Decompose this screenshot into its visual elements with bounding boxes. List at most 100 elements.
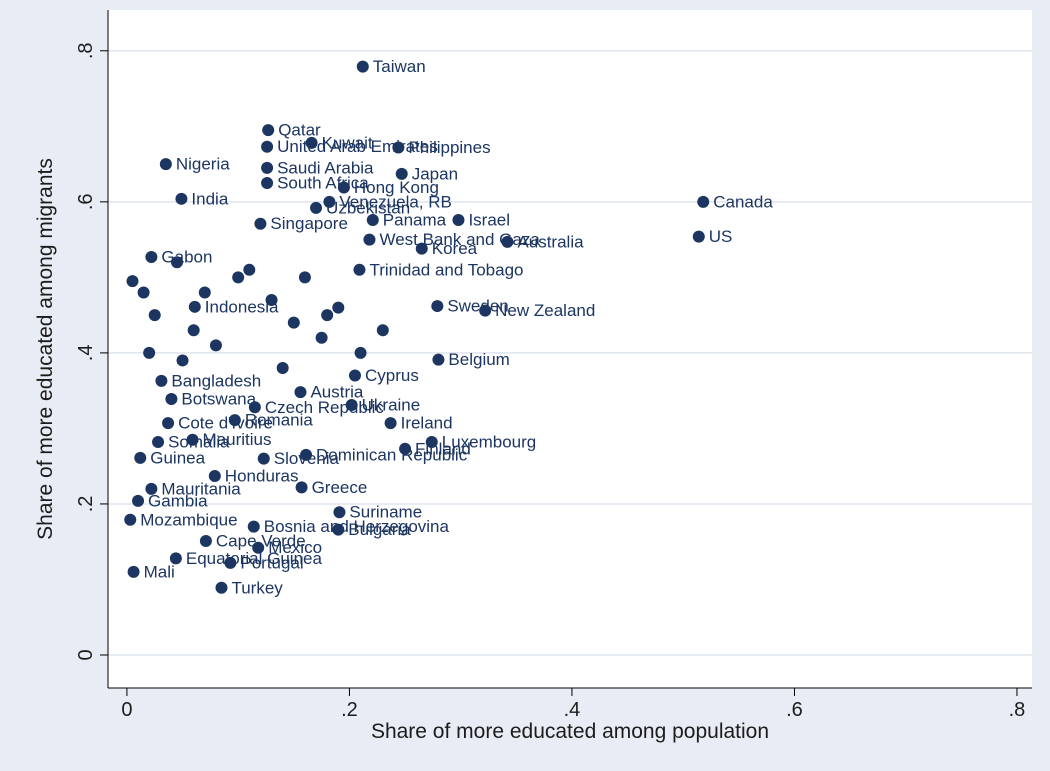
point xyxy=(187,324,200,337)
point xyxy=(323,195,336,208)
point xyxy=(208,469,221,482)
point xyxy=(152,436,165,449)
point xyxy=(321,309,334,322)
point-label: Dominican Republic xyxy=(316,445,468,464)
y-tick-label: 0 xyxy=(75,649,97,660)
point xyxy=(432,353,445,366)
point xyxy=(232,271,245,284)
point xyxy=(298,271,311,284)
point xyxy=(209,339,222,352)
y-tick-label: .4 xyxy=(75,345,97,362)
point-label: Mali xyxy=(144,562,175,581)
point xyxy=(431,300,444,313)
point-label: Luxembourg xyxy=(442,432,537,451)
x-axis-label: Share of more educated among population xyxy=(371,720,769,743)
point xyxy=(345,399,358,412)
point xyxy=(295,481,308,494)
point xyxy=(262,124,275,137)
point xyxy=(134,451,147,464)
point xyxy=(176,354,189,367)
point-label: Nigeria xyxy=(176,155,230,174)
point-label: Botswana xyxy=(181,389,256,408)
point-label: India xyxy=(191,189,228,208)
point-label: Australia xyxy=(517,232,584,251)
point-label: Canada xyxy=(713,192,773,211)
point xyxy=(247,520,260,533)
point xyxy=(169,552,182,565)
point-label: Uzbekistan xyxy=(326,198,410,217)
point xyxy=(692,230,705,243)
point-label: Mozambique xyxy=(140,510,237,529)
point-label: Mauritania xyxy=(161,479,241,498)
point xyxy=(354,346,367,359)
point-label: Cape Verde xyxy=(216,531,306,550)
point-label: US xyxy=(709,227,733,246)
point-label: Gabon xyxy=(161,247,212,266)
point xyxy=(348,369,361,382)
point-label: Venezuela, RB xyxy=(339,192,451,211)
point xyxy=(276,361,289,374)
point-label: Qatar xyxy=(278,121,321,140)
x-tick-label: .6 xyxy=(786,699,803,721)
point-label: Mexico xyxy=(268,538,322,557)
point xyxy=(415,242,428,255)
point xyxy=(353,263,366,276)
point-label: Ireland xyxy=(401,414,453,433)
point xyxy=(376,324,389,337)
point xyxy=(265,294,278,307)
point-label: Korea xyxy=(432,239,478,258)
x-tick-label: .4 xyxy=(564,699,581,721)
point xyxy=(332,523,345,536)
point xyxy=(165,392,178,405)
point xyxy=(137,286,150,299)
point-label: Gambia xyxy=(148,491,208,510)
point xyxy=(162,417,175,430)
point xyxy=(254,217,267,230)
point-label: Cote d'Ivoire xyxy=(178,414,273,433)
point xyxy=(366,213,379,226)
point-label: Romania xyxy=(245,411,314,430)
x-tick-label: .2 xyxy=(341,699,358,721)
point-label: Suriname xyxy=(349,503,422,522)
plot-area xyxy=(108,10,1032,688)
point-label: Bangladesh xyxy=(171,371,261,390)
point xyxy=(384,417,397,430)
point xyxy=(198,286,211,299)
point-label: Austria xyxy=(310,383,363,402)
point xyxy=(199,534,212,547)
point-label: Panama xyxy=(383,210,447,229)
point xyxy=(159,158,172,171)
point-label: Singapore xyxy=(270,214,348,233)
point-label: Japan xyxy=(412,164,458,183)
point xyxy=(363,233,376,246)
point xyxy=(243,263,256,276)
x-tick-label: .8 xyxy=(1009,699,1026,721)
point xyxy=(252,541,265,554)
point xyxy=(452,213,465,226)
point-label: New Zealand xyxy=(495,301,595,320)
point-label: Ukraine xyxy=(362,395,421,414)
point-label: Turkey xyxy=(231,578,283,597)
point-label: Bosnia and Herzegovina xyxy=(264,517,450,536)
point-label: Equatorial Guinea xyxy=(186,549,323,568)
point xyxy=(294,386,307,399)
point xyxy=(186,433,199,446)
point xyxy=(124,513,137,526)
point xyxy=(170,256,183,269)
point-label: Honduras xyxy=(225,466,299,485)
point xyxy=(395,167,408,180)
point xyxy=(143,346,156,359)
point-label: Indonesia xyxy=(205,297,279,316)
point-label: Guinea xyxy=(150,448,205,467)
point xyxy=(132,494,145,507)
point xyxy=(399,442,412,455)
point xyxy=(356,60,369,73)
point-label: Philippines xyxy=(408,138,490,157)
point-label: Sweden xyxy=(447,297,508,316)
point-label: Somalia xyxy=(168,432,230,451)
point-label: Hong Kong xyxy=(354,178,439,197)
y-tick-label: .6 xyxy=(75,193,97,210)
point xyxy=(287,316,300,329)
point xyxy=(425,436,438,449)
point xyxy=(228,414,241,427)
